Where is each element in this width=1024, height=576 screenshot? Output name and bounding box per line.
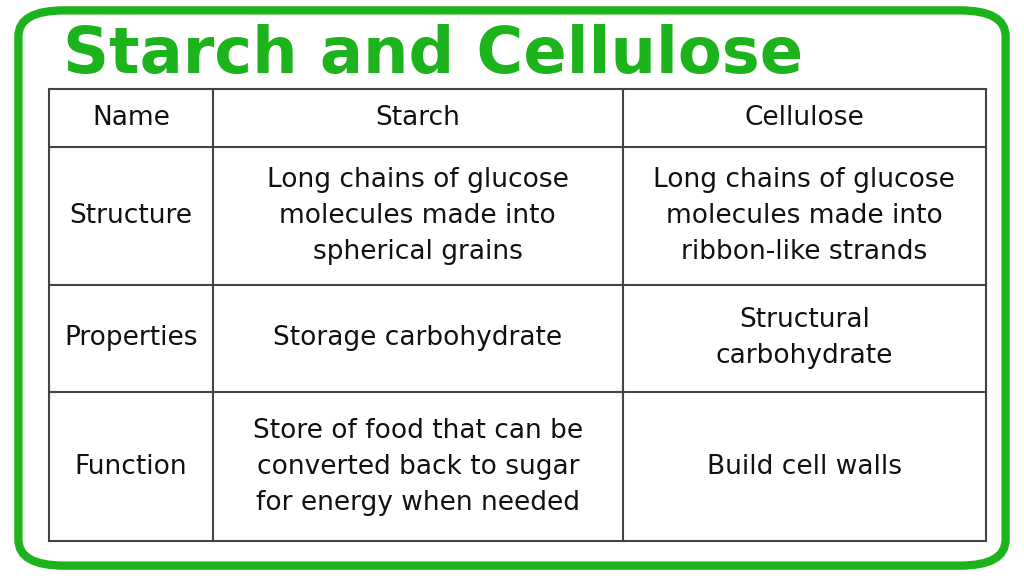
FancyBboxPatch shape: [18, 10, 1006, 566]
Text: Structure: Structure: [70, 203, 193, 229]
Text: Properties: Properties: [65, 325, 198, 351]
Text: Storage carbohydrate: Storage carbohydrate: [273, 325, 562, 351]
Text: Store of food that can be
converted back to sugar
for energy when needed: Store of food that can be converted back…: [253, 418, 583, 516]
Text: Name: Name: [92, 105, 170, 131]
Text: Function: Function: [75, 453, 187, 480]
Text: Long chains of glucose
molecules made into
spherical grains: Long chains of glucose molecules made in…: [267, 167, 568, 265]
Bar: [49, 89, 986, 541]
Text: Long chains of glucose
molecules made into
ribbon-like strands: Long chains of glucose molecules made in…: [653, 167, 955, 265]
Text: Starch: Starch: [376, 105, 460, 131]
Text: Structural
carbohydrate: Structural carbohydrate: [716, 308, 893, 369]
Text: Build cell walls: Build cell walls: [707, 453, 902, 480]
Text: Cellulose: Cellulose: [744, 105, 864, 131]
Text: Starch and Cellulose: Starch and Cellulose: [63, 24, 804, 86]
